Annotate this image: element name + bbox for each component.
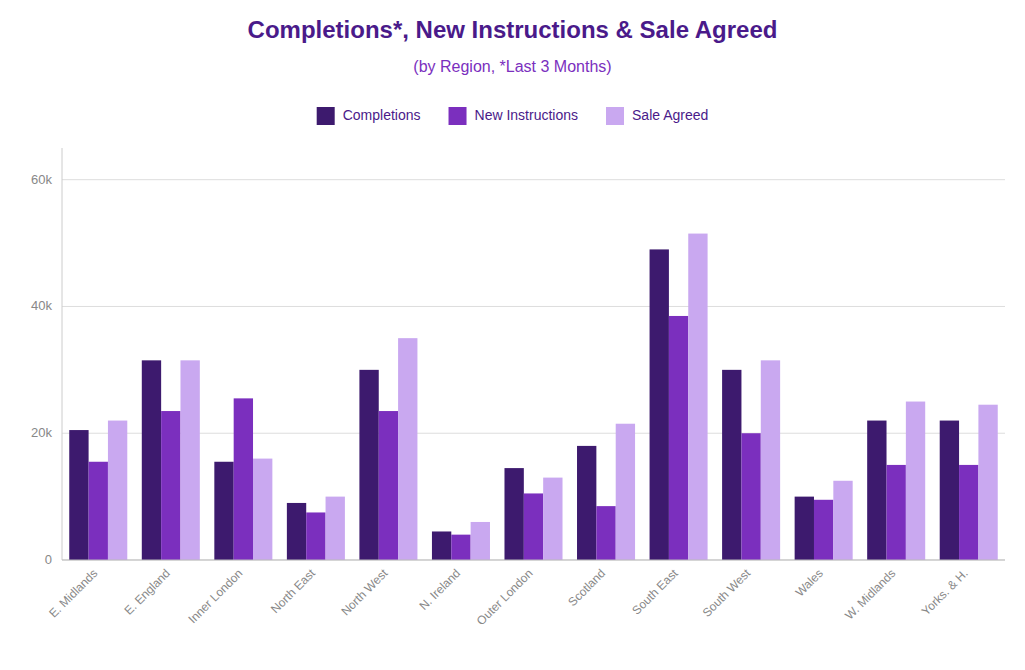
bar <box>142 360 161 560</box>
bar <box>887 465 906 560</box>
legend-item: New Instructions <box>449 107 578 125</box>
y-tick-label: 40k <box>31 298 52 313</box>
bar <box>761 360 780 560</box>
bar <box>504 468 523 560</box>
subtitle: (by Region, *Last 3 Months) <box>413 58 611 75</box>
legend-item: Completions <box>317 107 421 125</box>
bar <box>741 433 760 560</box>
bar-series <box>69 249 959 560</box>
bar <box>306 512 325 560</box>
bar-series <box>108 234 998 560</box>
bar <box>253 459 272 560</box>
legend-label: Sale Agreed <box>632 107 708 123</box>
legend-swatch <box>449 107 467 125</box>
bar <box>688 234 707 560</box>
y-axis-line <box>62 148 63 560</box>
bars <box>69 234 997 560</box>
bar <box>577 446 596 560</box>
x-tick-label: South West <box>700 566 754 620</box>
legend-label: New Instructions <box>475 107 578 123</box>
x-tick-label: Outer London <box>474 566 536 628</box>
legend-item: Sale Agreed <box>606 107 708 125</box>
chart-svg: Completions*, New Instructions & Sale Ag… <box>0 0 1025 670</box>
bar <box>722 370 741 560</box>
bar <box>214 462 233 560</box>
x-tick-label: Scotland <box>565 566 608 609</box>
bar <box>978 405 997 560</box>
x-tick-label: North East <box>268 566 318 616</box>
bar <box>940 421 959 560</box>
bar <box>287 503 306 560</box>
grid-line <box>62 306 1005 307</box>
bar <box>906 402 925 560</box>
bar <box>69 430 88 560</box>
bar <box>650 249 669 560</box>
grid-line <box>62 433 1005 434</box>
x-tick-label: South East <box>629 566 681 618</box>
x-tick-label: Wales <box>793 566 826 599</box>
legend-swatch <box>317 107 335 125</box>
x-axis-line <box>62 560 1005 561</box>
x-tick-label: N. Ireland <box>416 566 463 613</box>
bar <box>524 493 543 560</box>
bar <box>451 535 470 560</box>
bar <box>398 338 417 560</box>
x-tick-label: North West <box>338 566 391 619</box>
bar <box>867 421 886 560</box>
y-tick-label: 0 <box>45 552 52 567</box>
bar <box>833 481 852 560</box>
bar <box>108 421 127 560</box>
grid <box>62 180 1005 560</box>
legend-swatch <box>606 107 624 125</box>
bar <box>959 465 978 560</box>
bar <box>814 500 833 560</box>
title: Completions*, New Instructions & Sale Ag… <box>248 16 778 43</box>
bar <box>795 497 814 560</box>
y-tick-label: 20k <box>31 425 52 440</box>
bar <box>432 531 451 560</box>
x-tick-label: Yorks. & H. <box>919 566 971 618</box>
x-tick-label: E. Midlands <box>46 566 100 620</box>
bar <box>89 462 108 560</box>
legend-label: Completions <box>343 107 421 123</box>
bar <box>234 398 253 560</box>
bar <box>616 424 635 560</box>
bar-series <box>89 316 979 560</box>
bar <box>543 478 562 560</box>
bar <box>180 360 199 560</box>
x-tick-labels: E. Midlands E. England Inner London North E… <box>46 566 971 628</box>
x-tick-label: W. Midlands <box>842 566 898 622</box>
y-tick-label: 60k <box>31 172 52 187</box>
bar <box>326 497 345 560</box>
bar <box>161 411 180 560</box>
x-tick-label: Inner London <box>186 566 246 626</box>
x-tick-label: E. England <box>122 566 173 617</box>
bar <box>669 316 688 560</box>
legend: Completions New Instructions Sale Agreed <box>317 107 709 125</box>
y-tick-labels: 0 20k 40k 60k <box>31 172 52 567</box>
bar <box>359 370 378 560</box>
bar <box>596 506 615 560</box>
grid-line <box>62 560 1005 561</box>
bar <box>379 411 398 560</box>
bar <box>471 522 490 560</box>
grid-line <box>62 179 1005 180</box>
background <box>0 0 1025 670</box>
